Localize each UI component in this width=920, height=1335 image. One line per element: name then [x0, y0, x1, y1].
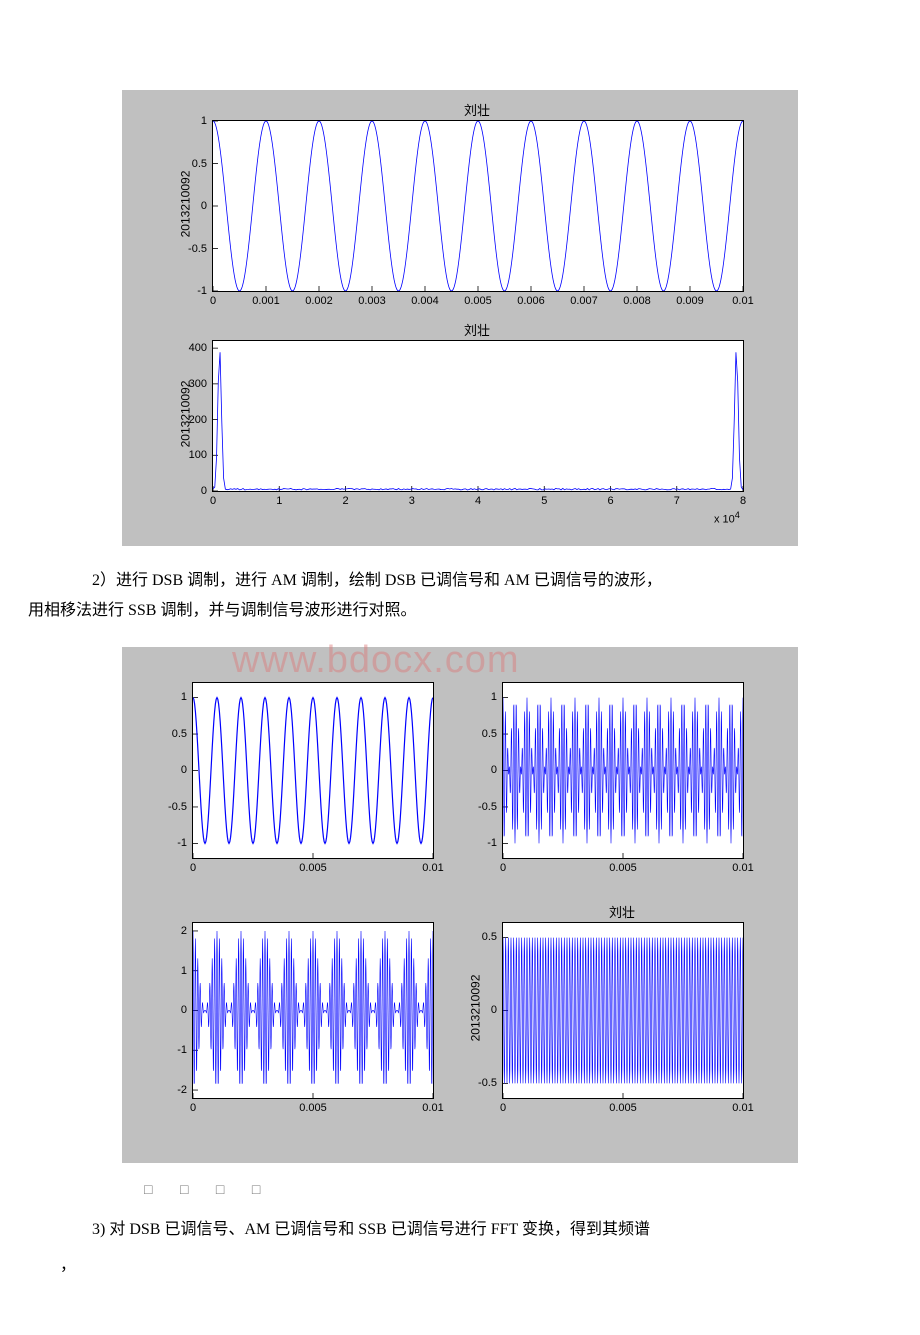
text-line-2: 用相移法进行 SSB 调制，并与调制信号波形进行对照。 — [28, 602, 416, 619]
placeholder-squares: □ □ □ □ — [144, 1183, 860, 1199]
dangling-comma: ， — [60, 1251, 860, 1275]
text-line-1: 2）进行 DSB 调制，进行 AM 调制，绘制 DSB 已调信号和 AM 已调信… — [92, 572, 662, 589]
figure-1: 刘壮00.0010.0020.0030.0040.0050.0060.0070.… — [122, 90, 798, 546]
watermark-text: www.bdocx.com — [232, 639, 520, 682]
paragraph-3: 3) 对 DSB 已调信号、AM 已调信号和 SSB 已调信号进行 FFT 变换… — [60, 1215, 860, 1245]
figure-2: www.bdocx.com 00.0050.01-1-0.500.5100.00… — [122, 647, 798, 1163]
paragraph-2: 2）进行 DSB 调制，进行 AM 调制，绘制 DSB 已调信号和 AM 已调信… — [60, 566, 860, 627]
